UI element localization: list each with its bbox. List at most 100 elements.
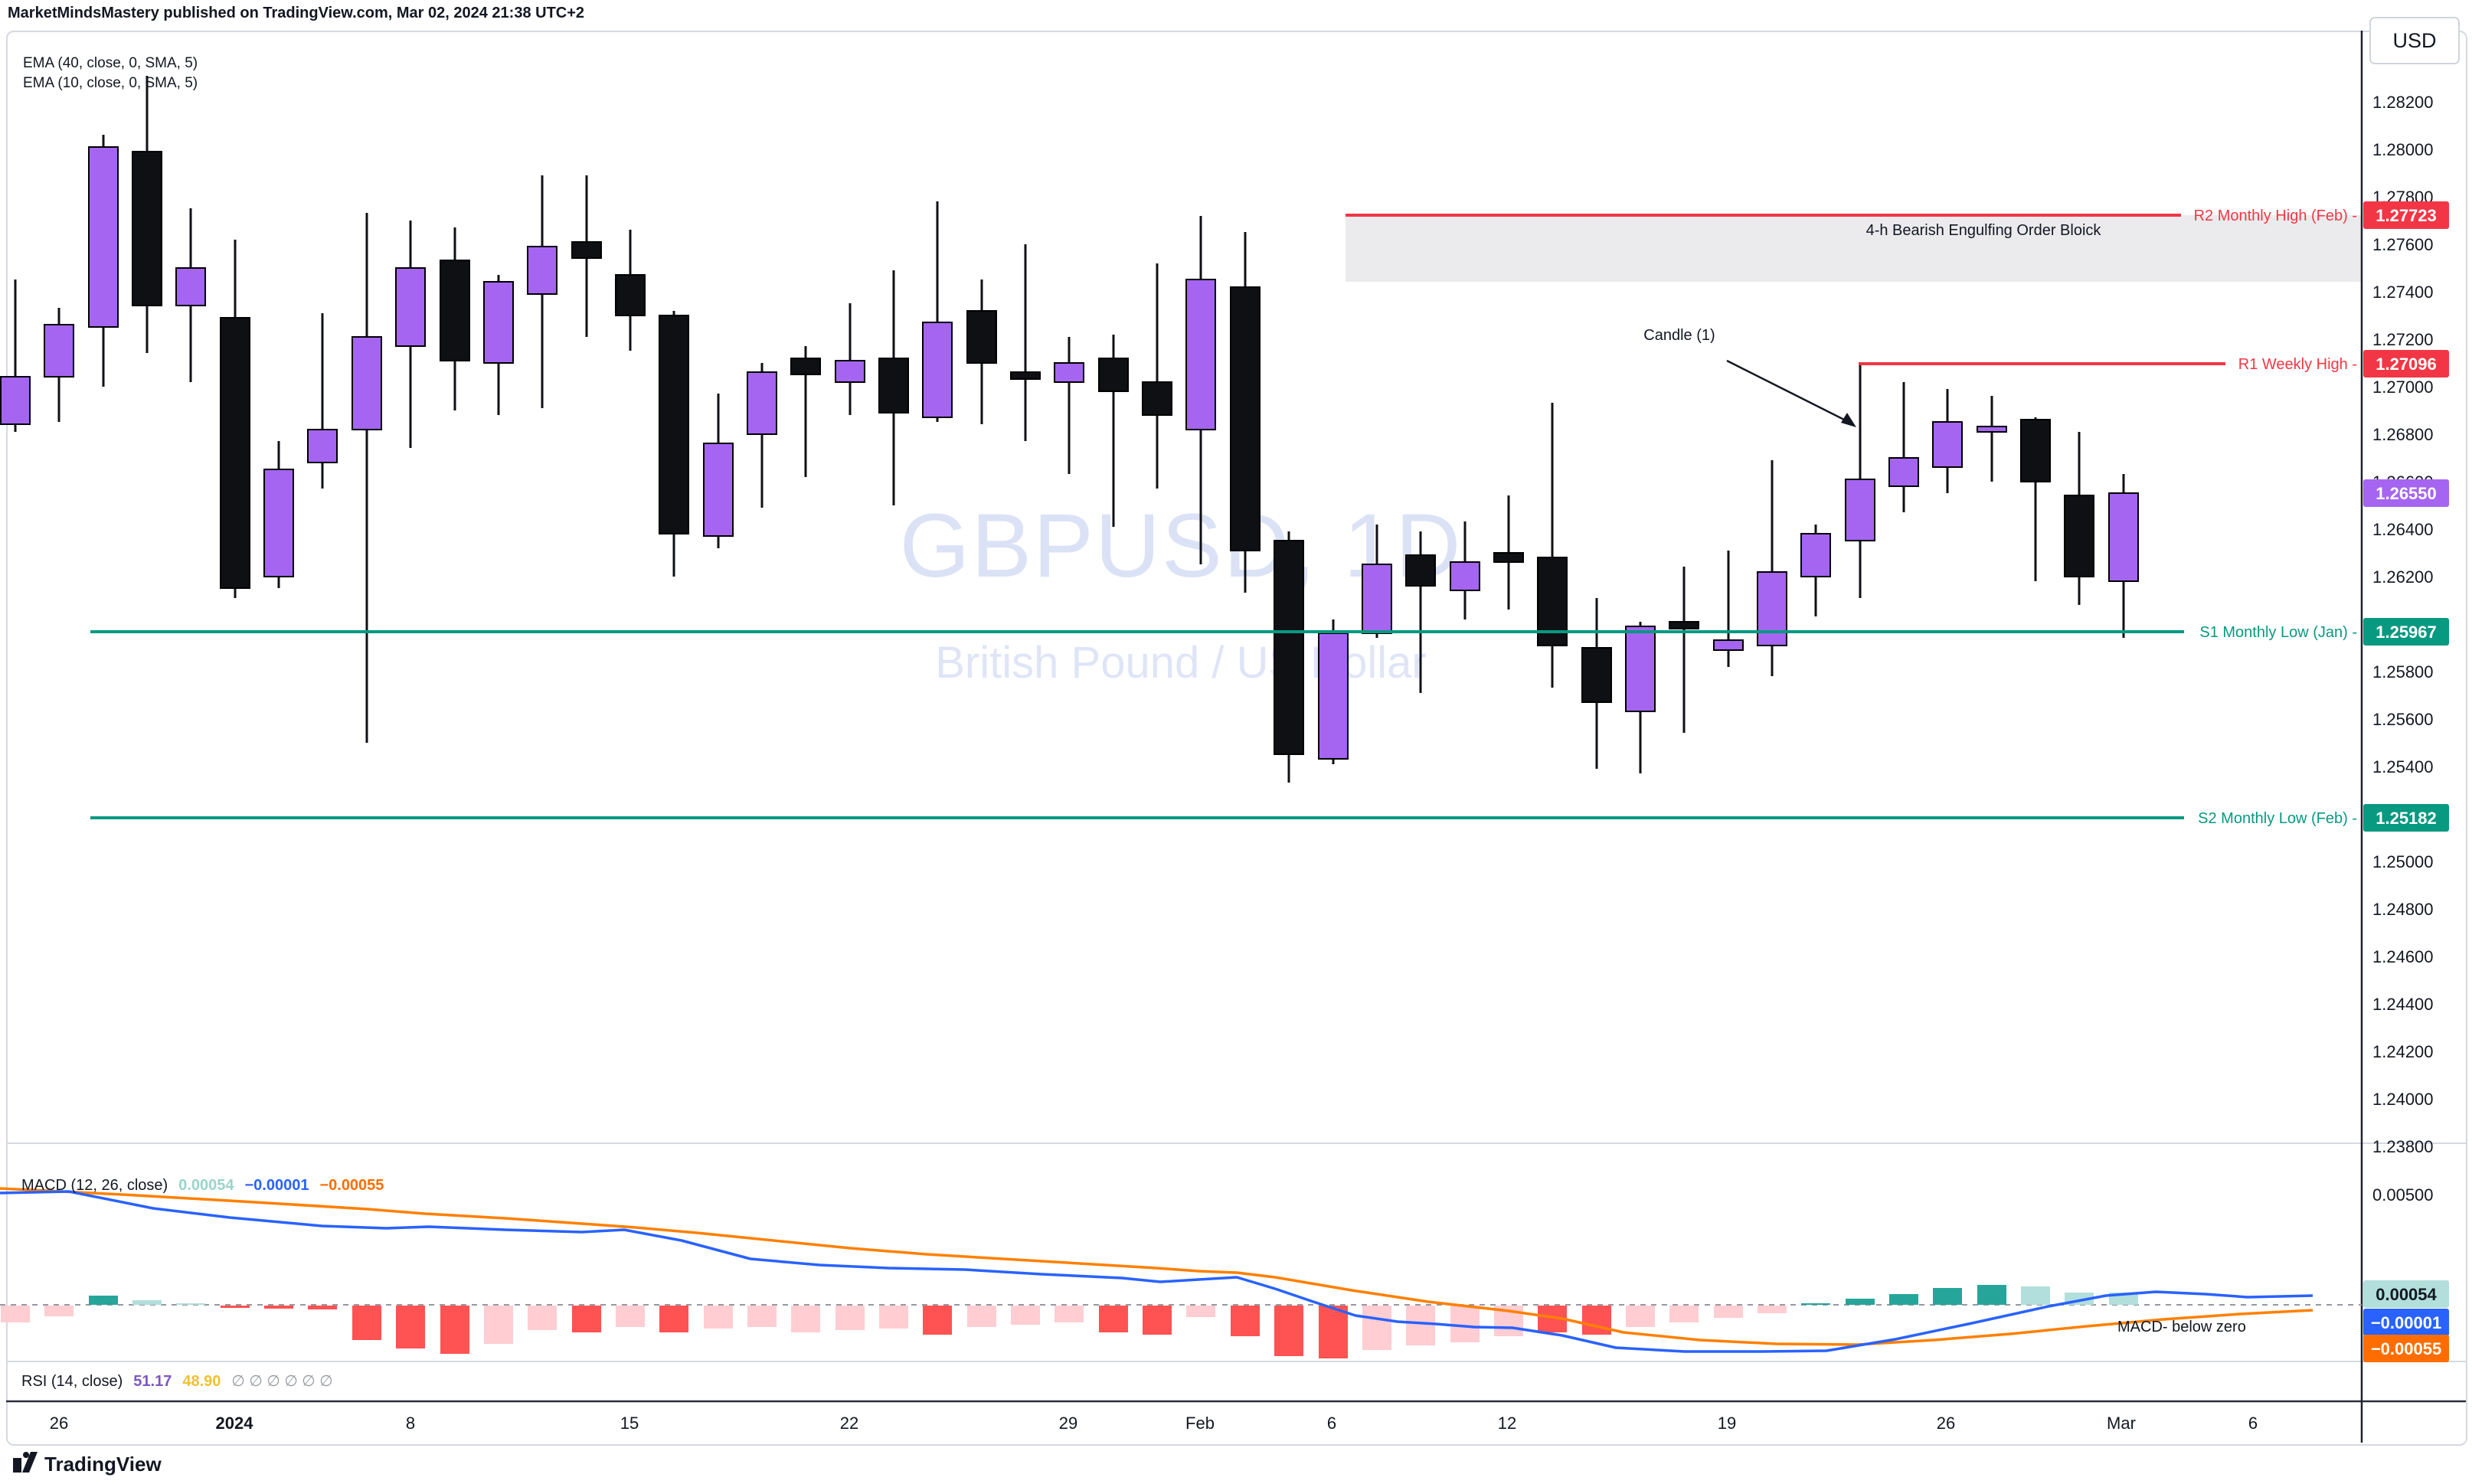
candle[interactable]	[1669, 567, 1699, 733]
legend-ema10[interactable]: EMA (10, close, 0, SMA, 5)	[23, 75, 198, 91]
order-block-label[interactable]: 4-h Bearish Engulfing Order Bloick	[1865, 222, 2101, 239]
candle[interactable]	[659, 311, 689, 577]
level-line-s2[interactable]: S2 Monthly Low (Feb) -	[90, 810, 2357, 827]
candle[interactable]	[2108, 474, 2139, 638]
macd-hist-bar	[1801, 1303, 1830, 1305]
candle[interactable]	[1800, 525, 1831, 616]
candle[interactable]	[220, 240, 250, 598]
macd-hist-bar	[1274, 1306, 1303, 1356]
svg-text:1.25967: 1.25967	[2376, 623, 2437, 642]
macd-hist-bar	[704, 1306, 733, 1329]
level-badge-s1: 1.25967	[2363, 618, 2449, 646]
macd-badge-2: −0.00055	[2363, 1335, 2449, 1362]
time-tick: 26	[1937, 1414, 1955, 1433]
candle[interactable]	[966, 279, 997, 424]
candle[interactable]	[1318, 619, 1349, 764]
price-tick: 1.27600	[2372, 235, 2434, 254]
price-tick: 1.26400	[2372, 520, 2434, 539]
candle[interactable]	[790, 346, 821, 477]
candle[interactable]	[175, 208, 206, 382]
candle[interactable]	[1450, 521, 1480, 619]
candle[interactable]	[307, 313, 338, 489]
candle[interactable]	[1362, 525, 1392, 638]
candle[interactable]	[571, 175, 602, 337]
macd-hist-bar	[1186, 1306, 1215, 1317]
order-block-region[interactable]	[1346, 215, 2362, 282]
candle[interactable]	[615, 230, 646, 351]
macd-hist-bar	[484, 1306, 513, 1344]
rsi-legend[interactable]: RSI (14, close) 51.17 48.90 ∅ ∅ ∅ ∅ ∅ ∅	[21, 1371, 333, 1391]
candle[interactable]	[747, 363, 777, 508]
macd-hist-bar	[1933, 1288, 1962, 1305]
macd-hist-bar	[1099, 1306, 1128, 1332]
price-tick: 1.24200	[2372, 1042, 2434, 1061]
macd-hist-bar	[835, 1306, 865, 1330]
candle[interactable]	[1888, 382, 1919, 512]
candle[interactable]	[483, 275, 514, 415]
candle[interactable]	[1493, 495, 1524, 610]
macd-hist-bar	[1, 1306, 30, 1322]
candle[interactable]	[395, 221, 426, 448]
macd-note-label[interactable]: MACD- below zero	[2117, 1319, 2246, 1335]
price-tick: 1.28200	[2372, 93, 2434, 112]
candle[interactable]	[1230, 232, 1261, 593]
macd-legend-label: MACD (12, 26, close)	[21, 1177, 168, 1194]
candle[interactable]	[1010, 244, 1041, 441]
price-tick: 1.26200	[2372, 567, 2434, 587]
candle[interactable]	[44, 308, 74, 422]
candle[interactable]	[1274, 531, 1304, 783]
macd-hist-bar	[528, 1306, 557, 1330]
candle[interactable]	[352, 213, 382, 743]
macd-hist-bar	[1758, 1306, 1787, 1313]
candle[interactable]	[1142, 263, 1172, 489]
candle1-arrow[interactable]	[1726, 359, 1856, 427]
candle[interactable]	[1098, 335, 1129, 527]
candle[interactable]	[88, 135, 119, 387]
candle[interactable]	[1977, 396, 2007, 482]
candle[interactable]	[2064, 432, 2094, 605]
macd-legend[interactable]: MACD (12, 26, close) 0.00054 −0.00001 −0.00…	[21, 1177, 384, 1195]
candle[interactable]	[527, 175, 558, 408]
candle[interactable]	[1185, 216, 1216, 564]
candle1-annotation-label[interactable]: Candle (1)	[1643, 327, 1715, 344]
candle[interactable]	[1581, 598, 1612, 769]
level-line-s1[interactable]: S1 Monthly Low (Jan) -	[90, 624, 2357, 641]
candle[interactable]	[1845, 363, 1875, 598]
candle[interactable]	[1625, 622, 1656, 773]
candle[interactable]	[922, 201, 953, 422]
level-label-r1: R1 Weekly High -	[2238, 356, 2357, 373]
level-badge-r2: 1.27723	[2363, 201, 2449, 229]
candle[interactable]	[263, 441, 294, 588]
rsi-value-1: 51.17	[133, 1373, 172, 1390]
candle[interactable]	[1054, 337, 1084, 474]
time-tick: 6	[1327, 1414, 1336, 1433]
candle[interactable]	[0, 279, 31, 432]
level-line-r1[interactable]: R1 Weekly High -	[1859, 356, 2357, 373]
candle[interactable]	[440, 227, 470, 410]
macd-hist-bar	[221, 1306, 250, 1308]
candle[interactable]	[2020, 417, 2051, 581]
publish-header: MarketMindsMastery published on TradingV…	[8, 5, 585, 21]
legend-ema40[interactable]: EMA (40, close, 0, SMA, 5)	[23, 55, 198, 71]
candle[interactable]	[1757, 460, 1787, 676]
tradingview-logo-icon	[12, 1450, 38, 1479]
currency-toggle-button[interactable]: USD	[2369, 17, 2460, 64]
candle[interactable]	[1932, 389, 1963, 493]
candle[interactable]	[1405, 531, 1436, 693]
price-tick: 1.27400	[2372, 283, 2434, 302]
macd-hist-bar	[879, 1306, 908, 1329]
candle[interactable]	[878, 270, 909, 505]
level-line-r2[interactable]: R2 Monthly High (Feb) -	[1346, 208, 2357, 224]
time-tick: 29	[1059, 1414, 1077, 1433]
candle[interactable]	[132, 76, 162, 353]
price-tick: 1.27200	[2372, 330, 2434, 349]
candle[interactable]	[1713, 551, 1744, 667]
tradingview-logo[interactable]: TradingView	[12, 1450, 162, 1479]
candle[interactable]	[835, 303, 865, 415]
candle[interactable]	[703, 394, 734, 548]
price-tick: 1.25400	[2372, 757, 2434, 776]
candle[interactable]	[1537, 403, 1568, 688]
time-tick: 19	[1718, 1414, 1736, 1433]
price-tick: 1.25000	[2372, 852, 2434, 871]
